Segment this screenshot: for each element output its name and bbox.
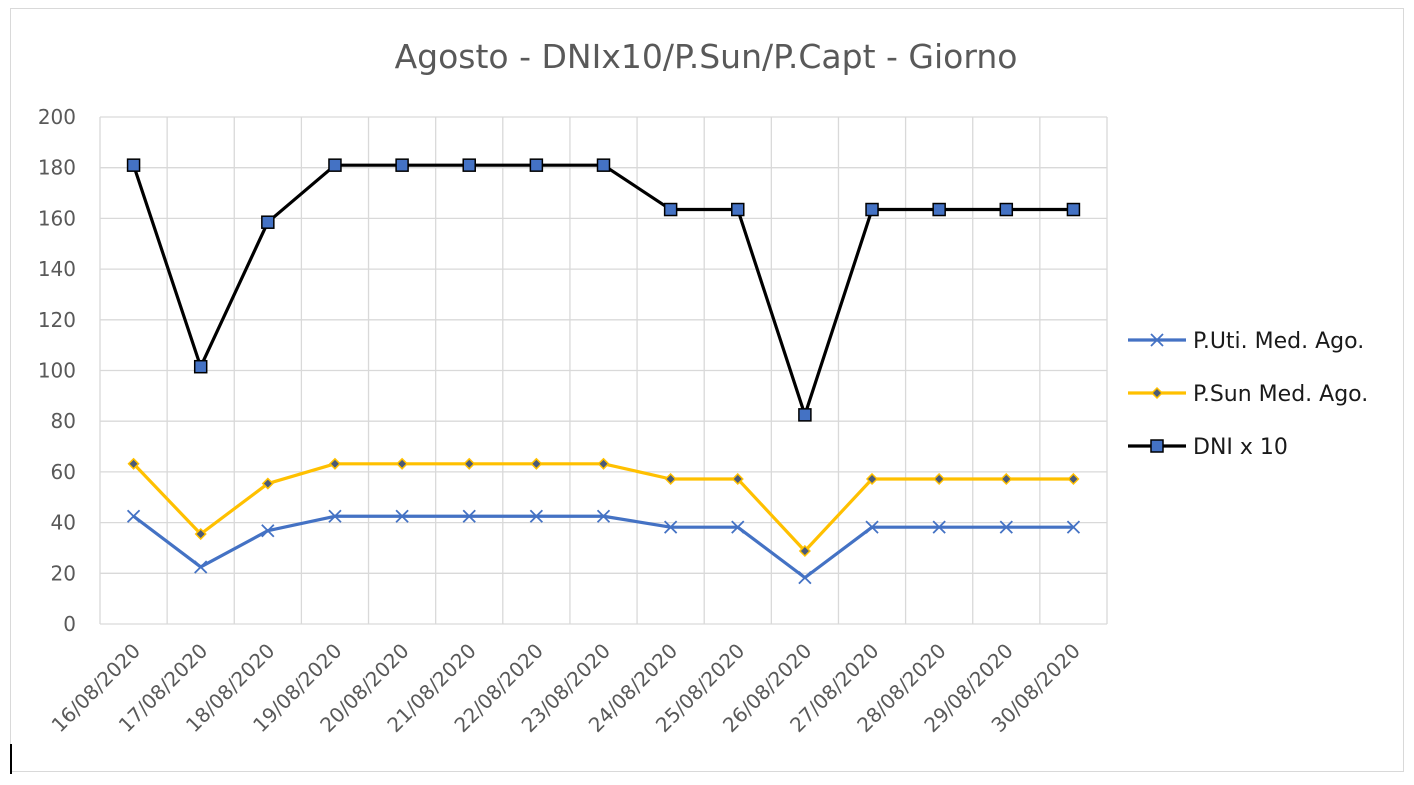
point-marker <box>463 457 476 470</box>
point-marker <box>865 202 879 217</box>
legend-item: P.Uti. Med. Ago. <box>1128 329 1364 354</box>
grid-lines <box>99 116 1108 625</box>
point-marker <box>933 472 946 486</box>
y-tick-label: 180 <box>38 156 76 180</box>
legend-label: DNI x 10 <box>1193 435 1288 460</box>
series-line <box>132 462 1074 553</box>
point-marker <box>999 202 1014 217</box>
edge-mark <box>10 744 12 774</box>
point-marker <box>798 408 812 422</box>
point-marker <box>932 202 946 217</box>
y-tick-label: 160 <box>38 206 76 230</box>
point-marker <box>663 520 678 534</box>
point-marker <box>328 509 342 523</box>
point-marker <box>194 527 207 541</box>
point-marker <box>396 457 409 470</box>
point-marker <box>462 158 476 172</box>
point-marker <box>395 158 409 172</box>
point-marker <box>1150 439 1164 453</box>
point-marker <box>731 520 745 534</box>
legend-label: P.Sun Med. Ago. <box>1193 382 1368 407</box>
point-marker <box>126 158 141 172</box>
series-2 <box>126 158 1081 422</box>
point-marker <box>462 509 476 523</box>
legend-label: P.Uti. Med. Ago. <box>1193 329 1364 354</box>
series-0 <box>126 509 1081 585</box>
point-marker <box>1066 202 1081 217</box>
point-marker <box>999 520 1013 534</box>
point-marker <box>664 472 677 486</box>
y-tick-label: 20 <box>51 561 76 585</box>
series-1 <box>127 457 1080 558</box>
point-marker <box>328 158 342 172</box>
y-tick-label: 100 <box>38 359 76 383</box>
legend: P.Uti. Med. Ago. P.Sun Med. Ago. DNI x 10 <box>1128 329 1368 460</box>
point-marker <box>1066 520 1081 534</box>
point-marker <box>127 457 140 470</box>
y-tick-label: 40 <box>51 511 76 535</box>
point-marker <box>261 524 275 538</box>
point-marker <box>126 509 141 523</box>
point-marker <box>865 472 879 486</box>
y-tick-label: 0 <box>63 612 76 636</box>
series-lines <box>126 158 1081 585</box>
y-tick-label: 60 <box>51 460 76 484</box>
point-marker <box>731 202 745 217</box>
point-marker <box>261 215 275 229</box>
y-tick-label: 80 <box>51 409 76 433</box>
chart-frame <box>10 8 1404 772</box>
point-marker <box>529 509 544 523</box>
point-marker <box>798 570 812 585</box>
series-line <box>132 514 1074 580</box>
series-line <box>132 163 1074 417</box>
legend-item: DNI x 10 <box>1128 435 1288 460</box>
point-marker <box>1150 333 1164 347</box>
chart-title: Agosto - DNIx10/P.Sun/P.Capt - Giorno <box>395 37 1018 76</box>
point-marker <box>798 544 811 558</box>
legend-item: P.Sun Med. Ago. <box>1128 382 1368 407</box>
point-marker <box>597 457 610 470</box>
point-marker <box>261 477 274 490</box>
y-tick-label: 120 <box>38 308 76 332</box>
point-marker <box>194 560 208 574</box>
point-marker <box>663 202 678 217</box>
point-marker <box>395 509 409 523</box>
point-marker <box>328 457 342 470</box>
y-tick-label: 200 <box>38 105 76 129</box>
point-marker <box>1150 386 1164 400</box>
y-tick-label: 140 <box>38 257 76 281</box>
point-marker <box>932 520 946 534</box>
point-marker <box>193 359 208 374</box>
point-marker <box>529 158 544 172</box>
point-marker <box>530 457 543 470</box>
point-marker <box>865 520 879 534</box>
point-marker <box>596 158 611 172</box>
point-marker <box>1067 472 1080 486</box>
point-marker <box>596 509 611 523</box>
point-marker <box>1000 472 1013 486</box>
point-marker <box>731 472 744 486</box>
